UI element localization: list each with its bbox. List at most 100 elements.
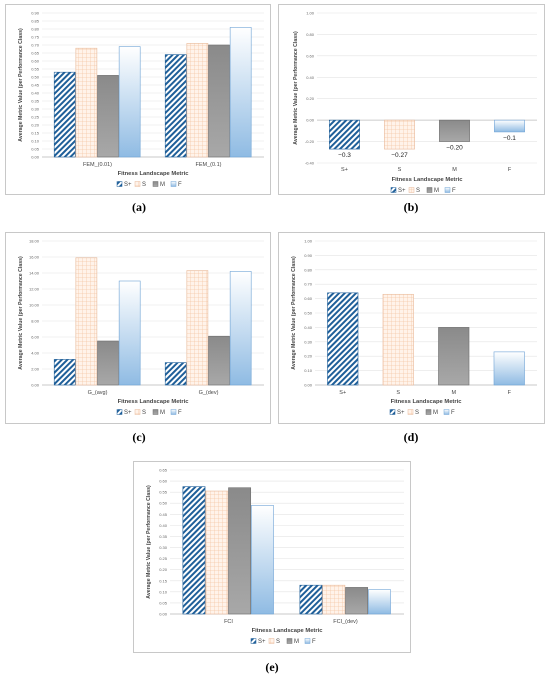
- bar: [493, 351, 525, 386]
- bar: [368, 589, 391, 615]
- y-tick-label: 2.00: [31, 367, 40, 372]
- y-tick-label: -0.40: [305, 161, 315, 166]
- legend-swatch: [389, 409, 396, 415]
- legend-label: F: [451, 410, 455, 416]
- bar: [327, 292, 359, 386]
- y-tick-label: 1.00: [306, 11, 315, 16]
- y-tick-label: 0.50: [159, 501, 168, 506]
- x-tick-label: FCI: [224, 619, 233, 625]
- y-tick-label: 0.05: [31, 147, 40, 152]
- y-tick-label: 0.10: [304, 368, 313, 373]
- y-tick-label: 8.00: [31, 319, 40, 324]
- y-axis-label: Average Metric Value (per Performance Cl…: [18, 28, 24, 142]
- panel-label-e: (e): [265, 660, 279, 674]
- x-tick-label: G_(dev): [199, 390, 219, 396]
- bar: [182, 486, 206, 615]
- y-tick-label: 10.00: [29, 303, 40, 308]
- y-tick-label: 0.30: [31, 107, 40, 112]
- bar: [208, 335, 230, 386]
- legend-label: M: [294, 639, 299, 645]
- bar: [329, 119, 360, 150]
- legend-swatch: [444, 187, 451, 193]
- bar: [118, 280, 141, 386]
- y-tick-label: 0.10: [159, 589, 168, 594]
- y-tick-label: 0.55: [31, 67, 40, 72]
- y-tick-label: 0.70: [31, 43, 40, 48]
- y-tick-label: 0.25: [159, 556, 168, 561]
- y-tick-label: 0.90: [304, 253, 313, 258]
- data-label: −0.3: [338, 152, 351, 159]
- y-tick-label: 0.00: [159, 612, 168, 617]
- bar: [382, 293, 414, 386]
- legend-label: S: [142, 410, 146, 416]
- bar: [251, 505, 274, 615]
- legend-label: S: [415, 410, 419, 416]
- legend-swatch: [250, 638, 257, 644]
- y-tick-label: 18.00: [29, 239, 40, 244]
- chart-c: 0.00 2.00 4.00 6.00 8.00 10.00 12.00 14.00 16.00…: [18, 239, 264, 416]
- y-tick-label: 0.40: [31, 91, 40, 96]
- x-tick-label: S: [396, 390, 400, 396]
- bar: [229, 271, 252, 386]
- legend-swatch: [304, 638, 311, 644]
- x-tick-label: F: [508, 167, 512, 173]
- legend-swatch: [116, 409, 123, 415]
- bar: [494, 119, 525, 133]
- y-tick-label: 0.35: [31, 99, 40, 104]
- y-tick-label: 0.60: [306, 53, 315, 58]
- x-tick-label: S+: [341, 167, 348, 173]
- legend-label: F: [312, 639, 316, 645]
- legend-label: S+: [398, 188, 406, 194]
- chart-d: 0.00 0.10 0.20 0.30 0.40 0.50 0.60 0.70 0.80 0.90…: [291, 239, 537, 416]
- y-tick-label: 6.00: [31, 335, 40, 340]
- y-axis-label: Average Metric Value (per Performance Cl…: [146, 485, 152, 599]
- y-tick-label: 0.90: [31, 11, 40, 16]
- legend-label: S+: [397, 410, 405, 416]
- y-tick-label: 0.60: [31, 59, 40, 64]
- panel-label-c: (c): [132, 430, 146, 444]
- legend-swatch: [134, 409, 141, 415]
- panel-label-b: (b): [403, 200, 419, 214]
- y-tick-label: 0.75: [31, 35, 40, 40]
- y-tick-label: 0.45: [159, 512, 168, 517]
- bar: [322, 584, 346, 615]
- bar: [438, 327, 470, 386]
- data-label: −0.20: [446, 145, 463, 152]
- chart-e: 0.00 0.05 0.10 0.15 0.20 0.25 0.30 0.35 0.40 0.45…: [146, 468, 404, 645]
- y-tick-label: 0.65: [31, 51, 40, 56]
- y-tick-label: 0.85: [31, 19, 40, 24]
- legend-label: M: [160, 410, 165, 416]
- bar: [205, 490, 229, 615]
- legend-swatch: [152, 181, 159, 187]
- legend-swatch: [134, 181, 141, 187]
- x-axis-label: Fitness Landscape Metric: [252, 628, 324, 634]
- y-tick-label: 0.30: [159, 545, 168, 550]
- bar: [53, 71, 76, 158]
- y-tick-label: 0.40: [159, 523, 168, 528]
- y-tick-label: 0.15: [31, 131, 40, 136]
- y-tick-label: 0.60: [159, 479, 168, 484]
- y-tick-label: 0.50: [31, 75, 40, 80]
- y-tick-label: 1.00: [304, 239, 313, 244]
- bar: [384, 119, 415, 150]
- chart-a: 0.00 0.05 0.10 0.15 0.20 0.25 0.30 0.35 0.40 0.45…: [18, 11, 264, 188]
- legend-label: S: [276, 639, 280, 645]
- y-tick-label: 0.50: [304, 311, 313, 316]
- y-tick-label: 0.05: [159, 600, 168, 605]
- bar: [97, 75, 119, 158]
- bar: [75, 47, 98, 158]
- x-tick-label: S: [398, 167, 402, 173]
- legend-label: F: [178, 182, 182, 188]
- y-tick-label: 0.10: [31, 139, 40, 144]
- legend-label: F: [178, 410, 182, 416]
- legend-swatch: [268, 638, 275, 644]
- y-tick-label: 0.80: [31, 27, 40, 32]
- legend-swatch: [443, 409, 450, 415]
- y-tick-label: 0.65: [159, 468, 168, 473]
- x-axis-label: Fitness Landscape Metric: [118, 171, 190, 177]
- x-tick-label: S+: [339, 390, 346, 396]
- legend-swatch: [426, 187, 433, 193]
- bar: [229, 27, 252, 158]
- y-tick-label: 12.00: [29, 287, 40, 292]
- y-tick-label: 0.70: [304, 282, 313, 287]
